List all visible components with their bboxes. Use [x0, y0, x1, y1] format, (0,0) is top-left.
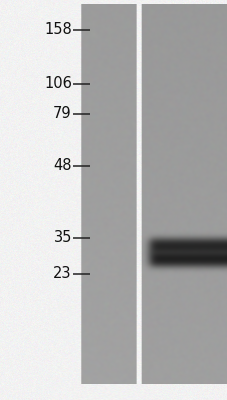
Text: 35: 35: [53, 230, 72, 246]
Text: 79: 79: [53, 106, 72, 122]
Text: 158: 158: [44, 22, 72, 38]
Text: 23: 23: [53, 266, 72, 282]
Text: 106: 106: [44, 76, 72, 92]
Text: 48: 48: [53, 158, 72, 174]
